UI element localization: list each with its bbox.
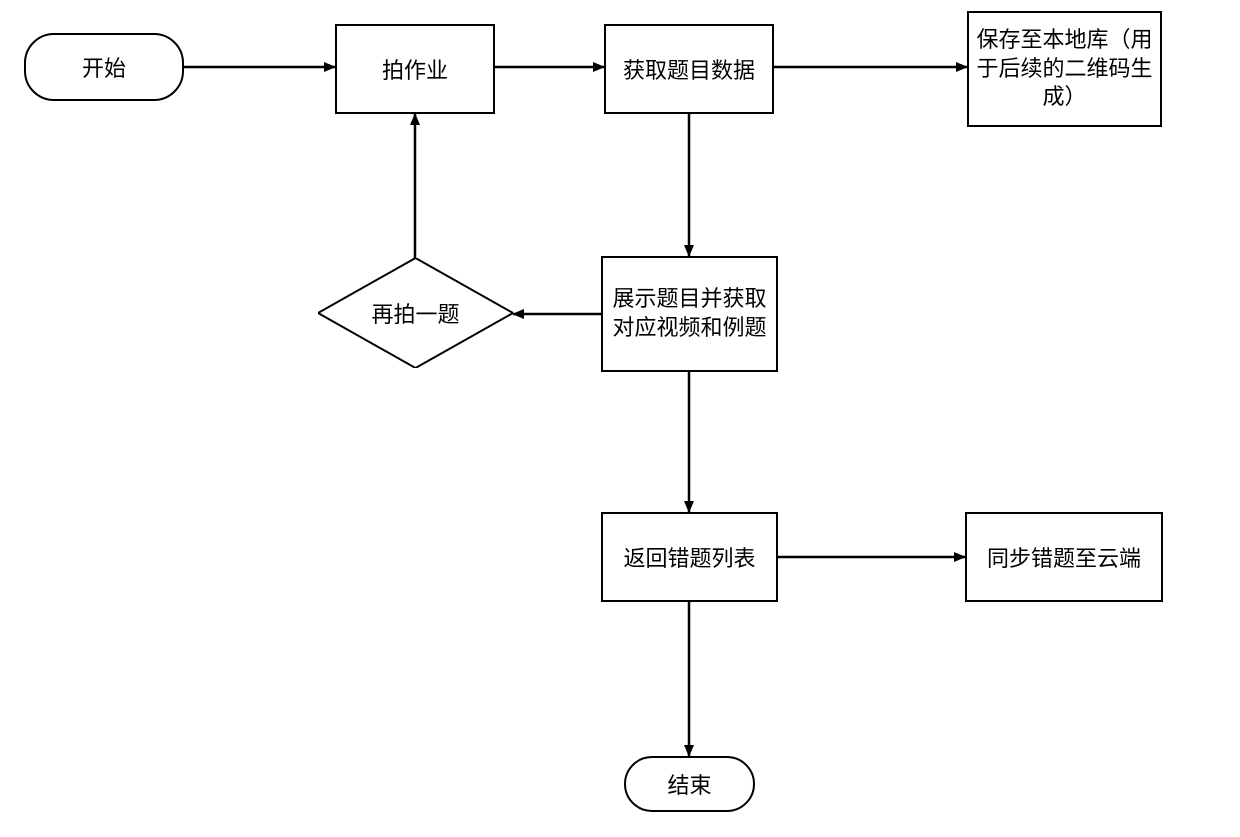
sync-node: 同步错题至云端 (965, 512, 1163, 602)
start-label: 开始 (82, 51, 126, 83)
end-label: 结束 (667, 768, 711, 800)
retake-label: 再拍一题 (371, 297, 459, 329)
end-node: 结束 (624, 756, 755, 812)
capture-node: 拍作业 (335, 24, 495, 114)
start-node: 开始 (24, 33, 184, 101)
sync-label: 同步错题至云端 (987, 541, 1141, 573)
retake-node: 再拍一题 (318, 258, 513, 368)
getdata-node: 获取题目数据 (604, 24, 774, 114)
capture-label: 拍作业 (382, 53, 448, 85)
flowchart-canvas: 开始 拍作业 获取题目数据 保存至本地库（用于后续的二维码生成） 再拍一题 展示… (0, 0, 1240, 837)
getdata-label: 获取题目数据 (623, 53, 755, 85)
errlist-label: 返回错题列表 (623, 541, 755, 573)
display-node: 展示题目并获取对应视频和例题 (601, 256, 778, 372)
display-label: 展示题目并获取对应视频和例题 (609, 285, 770, 342)
save-node: 保存至本地库（用于后续的二维码生成） (967, 11, 1162, 127)
save-label: 保存至本地库（用于后续的二维码生成） (975, 26, 1154, 112)
errlist-node: 返回错题列表 (601, 512, 778, 602)
